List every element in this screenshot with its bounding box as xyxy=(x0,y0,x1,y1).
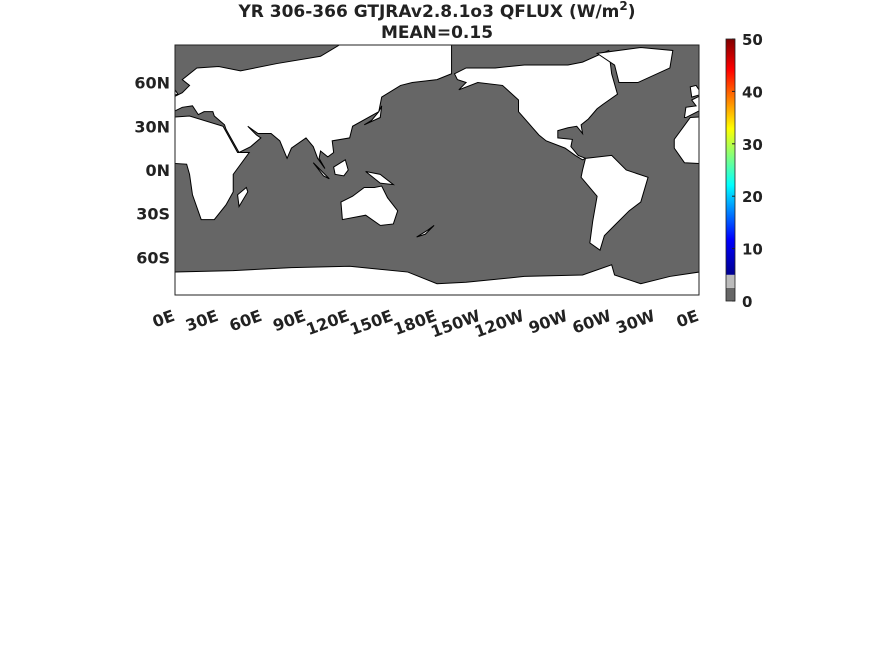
land xyxy=(365,170,396,186)
land xyxy=(865,186,875,225)
colorbar-scale xyxy=(726,39,735,275)
colorbar-tick-label: 30 xyxy=(742,136,763,154)
colorbar-tick-label: 20 xyxy=(742,188,763,206)
colorbar-tick-label: 40 xyxy=(742,83,763,101)
land xyxy=(698,271,699,295)
land xyxy=(595,47,674,84)
colorbar-tick-label: 50 xyxy=(742,31,763,49)
y-tick-label: 30N xyxy=(134,117,170,136)
y-tick-label: 60S xyxy=(136,248,170,267)
y-tick-label: 0N xyxy=(145,161,170,180)
colorbar-tick-label: 10 xyxy=(742,241,763,259)
x-tick-label: 30W xyxy=(613,306,657,338)
x-tick-label: 120E xyxy=(304,306,352,339)
land xyxy=(175,264,699,295)
title-tail: ) xyxy=(628,2,636,22)
x-tick-label: 150E xyxy=(347,306,395,339)
title: YR 306-366 GTJRAv2.8.1o3 QFLUX (W/m2) xyxy=(237,0,635,22)
colorbar-tick-label: 0 xyxy=(742,293,752,311)
land xyxy=(57,155,124,250)
subtitle: MEAN=0.15 xyxy=(381,23,493,43)
land xyxy=(175,45,453,169)
x-tick-label: 90W xyxy=(526,306,570,338)
x-tick-label: 0E xyxy=(674,306,701,331)
land xyxy=(175,115,251,221)
y-tick-label: 30S xyxy=(136,205,170,224)
land xyxy=(0,50,93,159)
colorbar-frame xyxy=(725,38,736,302)
land xyxy=(340,185,399,226)
colorbar-low xyxy=(726,287,735,301)
land xyxy=(333,159,349,177)
x-tick-label: 60W xyxy=(570,306,614,338)
land xyxy=(858,160,873,176)
x-tick-label: 0E xyxy=(150,306,177,331)
x-tick-label: 30E xyxy=(183,306,221,335)
colorbar: 0 10 20 30 40 50 xyxy=(725,31,763,311)
land xyxy=(312,162,330,180)
land xyxy=(363,105,383,126)
land xyxy=(175,88,179,96)
x-tick-label: 120W xyxy=(472,306,527,341)
x-tick-label: 60E xyxy=(227,306,265,335)
land xyxy=(837,163,853,179)
land xyxy=(673,116,699,165)
colorbar-light xyxy=(726,274,735,288)
title-text: YR 306-366 GTJRAv2.8.1o3 QFLUX (W/m xyxy=(237,2,619,22)
land xyxy=(580,154,649,252)
land xyxy=(416,225,435,238)
land xyxy=(237,186,249,208)
land xyxy=(683,95,699,119)
land xyxy=(689,84,699,98)
map-frame xyxy=(174,44,700,296)
map xyxy=(0,45,875,295)
y-tick-label: 60N xyxy=(134,74,170,93)
title-superscript: 2 xyxy=(619,0,627,13)
land xyxy=(762,187,772,206)
